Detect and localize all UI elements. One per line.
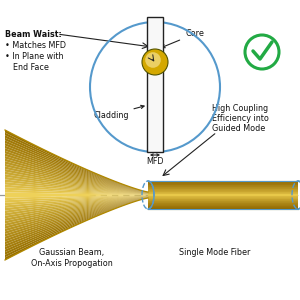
- Polygon shape: [5, 184, 148, 195]
- Polygon shape: [5, 197, 148, 250]
- Text: Core: Core: [162, 29, 204, 48]
- Polygon shape: [148, 193, 298, 194]
- Polygon shape: [148, 205, 298, 206]
- Text: Gaussian Beam,: Gaussian Beam,: [39, 248, 105, 257]
- Polygon shape: [5, 196, 148, 221]
- Circle shape: [142, 49, 168, 75]
- Polygon shape: [5, 187, 148, 195]
- Polygon shape: [148, 200, 298, 201]
- Polygon shape: [148, 196, 298, 197]
- Text: Single Mode Fiber: Single Mode Fiber: [179, 248, 251, 257]
- Polygon shape: [148, 201, 298, 202]
- Polygon shape: [5, 196, 148, 213]
- Polygon shape: [5, 140, 148, 193]
- Polygon shape: [5, 197, 148, 234]
- Polygon shape: [5, 195, 148, 203]
- Polygon shape: [5, 156, 148, 193]
- Polygon shape: [5, 196, 148, 231]
- Text: Guided Mode: Guided Mode: [212, 124, 265, 133]
- Polygon shape: [5, 197, 148, 252]
- Polygon shape: [148, 186, 298, 187]
- Polygon shape: [5, 197, 148, 244]
- Polygon shape: [148, 199, 298, 200]
- Polygon shape: [5, 153, 148, 193]
- Bar: [147, 17, 163, 152]
- Text: On-Axis Propogation: On-Axis Propogation: [31, 259, 113, 268]
- Polygon shape: [5, 143, 148, 193]
- Polygon shape: [148, 191, 298, 192]
- Polygon shape: [5, 135, 148, 192]
- Polygon shape: [148, 202, 298, 203]
- Polygon shape: [148, 187, 298, 188]
- Polygon shape: [5, 164, 148, 194]
- Polygon shape: [5, 197, 148, 237]
- Polygon shape: [148, 204, 298, 205]
- Polygon shape: [5, 198, 148, 260]
- Circle shape: [145, 52, 161, 68]
- Polygon shape: [148, 203, 298, 204]
- Text: MFD: MFD: [146, 157, 164, 166]
- Polygon shape: [5, 196, 148, 216]
- Text: Efficiency into: Efficiency into: [212, 114, 269, 123]
- Polygon shape: [5, 196, 148, 229]
- Polygon shape: [148, 189, 298, 190]
- Polygon shape: [148, 197, 298, 198]
- Polygon shape: [5, 195, 148, 200]
- Polygon shape: [148, 183, 298, 184]
- Polygon shape: [5, 190, 148, 195]
- Polygon shape: [5, 130, 148, 192]
- Polygon shape: [5, 151, 148, 193]
- Polygon shape: [5, 196, 148, 218]
- Polygon shape: [5, 197, 148, 242]
- Polygon shape: [5, 197, 148, 247]
- Polygon shape: [148, 182, 298, 183]
- Polygon shape: [5, 174, 148, 194]
- Polygon shape: [148, 188, 298, 189]
- Polygon shape: [148, 207, 298, 208]
- Polygon shape: [5, 195, 148, 198]
- Polygon shape: [5, 179, 148, 194]
- Polygon shape: [5, 192, 148, 195]
- Polygon shape: [5, 133, 148, 192]
- Polygon shape: [148, 195, 298, 196]
- Polygon shape: [5, 198, 148, 255]
- Polygon shape: [5, 159, 148, 194]
- Text: Cladding: Cladding: [93, 105, 144, 119]
- Polygon shape: [5, 172, 148, 194]
- Polygon shape: [148, 184, 298, 185]
- Polygon shape: [148, 190, 298, 191]
- Polygon shape: [148, 185, 298, 186]
- Polygon shape: [5, 196, 148, 224]
- Polygon shape: [5, 167, 148, 194]
- Polygon shape: [148, 208, 298, 209]
- Polygon shape: [148, 192, 298, 193]
- Polygon shape: [5, 146, 148, 193]
- Polygon shape: [148, 181, 298, 182]
- Polygon shape: [5, 198, 148, 257]
- Text: • Matches MFD: • Matches MFD: [5, 41, 66, 50]
- Text: End Face: End Face: [13, 63, 49, 72]
- Polygon shape: [5, 196, 148, 226]
- Text: • In Plane with: • In Plane with: [5, 52, 64, 61]
- Polygon shape: [148, 198, 298, 199]
- Polygon shape: [5, 177, 148, 194]
- Polygon shape: [5, 138, 148, 193]
- Polygon shape: [5, 148, 148, 193]
- Polygon shape: [5, 197, 148, 239]
- Polygon shape: [5, 182, 148, 194]
- Text: Beam Waist:: Beam Waist:: [5, 30, 62, 39]
- Polygon shape: [148, 194, 298, 195]
- Polygon shape: [5, 161, 148, 194]
- Polygon shape: [5, 169, 148, 194]
- Polygon shape: [5, 195, 148, 206]
- Polygon shape: [5, 196, 148, 211]
- Polygon shape: [148, 206, 298, 207]
- Text: High Coupling: High Coupling: [212, 104, 268, 113]
- Polygon shape: [5, 196, 148, 208]
